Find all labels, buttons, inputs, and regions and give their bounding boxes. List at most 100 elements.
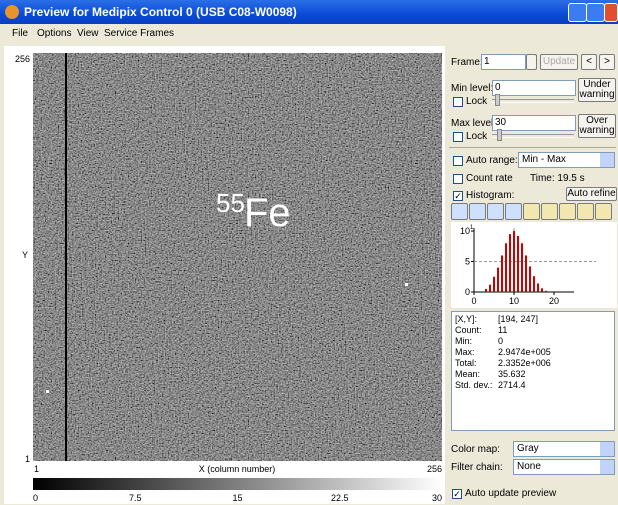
- tool-button[interactable]: [469, 203, 486, 220]
- colorbar: [33, 478, 442, 490]
- checkbox[interactable]: ✓: [453, 191, 463, 201]
- image-panel: 55 Fe 256 Y 1 1 X (column number) 256 0 7…: [4, 46, 445, 504]
- x-axis-right: 256: [427, 464, 442, 474]
- menu-bar: File Options View Service Frames: [0, 26, 618, 42]
- y-tick-label: 5: [465, 257, 470, 267]
- tool-button[interactable]: [577, 203, 594, 220]
- label: Histogram:: [466, 190, 514, 201]
- close-button[interactable]: [604, 3, 618, 22]
- detector-noise: [33, 53, 442, 461]
- x-axis-left: 1: [34, 464, 39, 474]
- image-svg: 55 Fe 256 Y 1 1 X (column number) 256 0 7…: [4, 46, 445, 504]
- colormap-dropdown[interactable]: Gray: [513, 441, 615, 457]
- colorbar-tick-label: 15: [232, 493, 242, 503]
- separator: [449, 147, 616, 148]
- y-tick-label: 0: [465, 287, 470, 297]
- label: warning: [579, 126, 615, 136]
- window-title: Preview for Medipix Control 0 (USB C08-W…: [24, 5, 297, 19]
- stat-value: 0: [498, 336, 503, 346]
- dead-column: [65, 53, 67, 461]
- checkbox[interactable]: ✓: [452, 489, 462, 499]
- page: Preview for Medipix Control 0 (USB C08-W…: [0, 0, 618, 505]
- label: Max level:: [451, 118, 496, 129]
- stat-value: 2714.4: [498, 380, 526, 390]
- range-dropdown[interactable]: Min - Max: [518, 152, 615, 168]
- menu-item[interactable]: Options: [37, 28, 71, 39]
- label: Count rate: [466, 173, 513, 184]
- slider[interactable]: [492, 134, 574, 138]
- y-tick-label: 10: [460, 226, 470, 236]
- stat-key: Min:: [455, 336, 472, 346]
- checkbox[interactable]: [453, 156, 463, 166]
- slider-thumb[interactable]: [497, 129, 502, 141]
- update-button[interactable]: Update: [540, 54, 578, 70]
- label: warning: [579, 90, 615, 100]
- checkbox[interactable]: [453, 97, 463, 107]
- checkbox[interactable]: [453, 174, 463, 184]
- tool-button[interactable]: [541, 203, 558, 220]
- y-axis-label: Y: [22, 250, 28, 260]
- prev-button[interactable]: <: [581, 54, 597, 70]
- stat-value: 2.3352e+006: [498, 358, 551, 368]
- label: Auto update preview: [465, 488, 556, 499]
- annotation-mass: 55: [216, 188, 245, 218]
- annotation-element: Fe: [244, 191, 291, 235]
- hot-pixel: [405, 283, 408, 286]
- stats-box: [X,Y]: [194, 247] Count: 11 Min: 0 Max: 2.9474e…: [451, 311, 615, 431]
- menu-item[interactable]: Service Frames: [104, 28, 174, 39]
- maximize-button[interactable]: [586, 3, 605, 22]
- stat-key: Mean:: [455, 369, 480, 379]
- slider[interactable]: [492, 99, 574, 103]
- stat-value: 11: [498, 325, 507, 335]
- x-axis-label: X (column number): [199, 464, 276, 474]
- spinner[interactable]: [526, 54, 537, 70]
- label: Min level:: [451, 83, 493, 94]
- y-axis-top: 256: [15, 54, 30, 64]
- title-bar: Preview for Medipix Control 0 (USB C08-W…: [0, 0, 618, 24]
- colorbar-tick-label: 0: [33, 493, 38, 503]
- frame-input[interactable]: 1: [481, 54, 526, 70]
- stat-value: [194, 247]: [498, 314, 538, 324]
- tool-button[interactable]: [559, 203, 576, 220]
- label: Filter chain:: [451, 462, 503, 473]
- stat-key: Count:: [455, 325, 482, 335]
- stat-value: 2.9474e+005: [498, 347, 551, 357]
- max-input[interactable]: 30: [492, 115, 576, 131]
- histogram-toolbar: [451, 203, 617, 221]
- slider-thumb[interactable]: [495, 94, 500, 106]
- hot-pixel: [46, 390, 49, 393]
- tool-button[interactable]: [451, 203, 468, 220]
- app-icon: [5, 5, 19, 19]
- min-input[interactable]: 0: [492, 80, 576, 96]
- minimize-button[interactable]: [568, 3, 587, 22]
- tool-button[interactable]: [523, 203, 540, 220]
- y-exponent: 1: [470, 225, 474, 231]
- stat-key: Std. dev.:: [455, 380, 492, 390]
- tool-button[interactable]: [595, 203, 612, 220]
- menu-item[interactable]: File: [12, 28, 28, 39]
- stat-key: Total:: [455, 358, 477, 368]
- colorbar-tick-label: 22.5: [331, 493, 349, 503]
- filter-dropdown[interactable]: None: [513, 459, 615, 475]
- label: Lock: [466, 96, 487, 107]
- tool-button[interactable]: [505, 203, 522, 220]
- stat-key: Max:: [455, 347, 475, 357]
- stat-value: 35.632: [498, 369, 526, 379]
- menu-item[interactable]: View: [77, 28, 99, 39]
- checkbox[interactable]: [453, 132, 463, 142]
- x-tick-label: 10: [509, 296, 519, 306]
- tool-button[interactable]: [487, 203, 504, 220]
- x-tick-label: 20: [549, 296, 559, 306]
- colorbar-tick-label: 7.5: [129, 493, 142, 503]
- stat-key: [X,Y]:: [455, 314, 477, 324]
- label: Color map:: [451, 444, 500, 455]
- next-button[interactable]: >: [599, 54, 615, 70]
- auto-refine-button[interactable]: Auto refine: [566, 187, 617, 201]
- label: Lock: [466, 131, 487, 142]
- y-axis-bottom: 1: [25, 454, 30, 464]
- label: Frame:: [451, 57, 483, 68]
